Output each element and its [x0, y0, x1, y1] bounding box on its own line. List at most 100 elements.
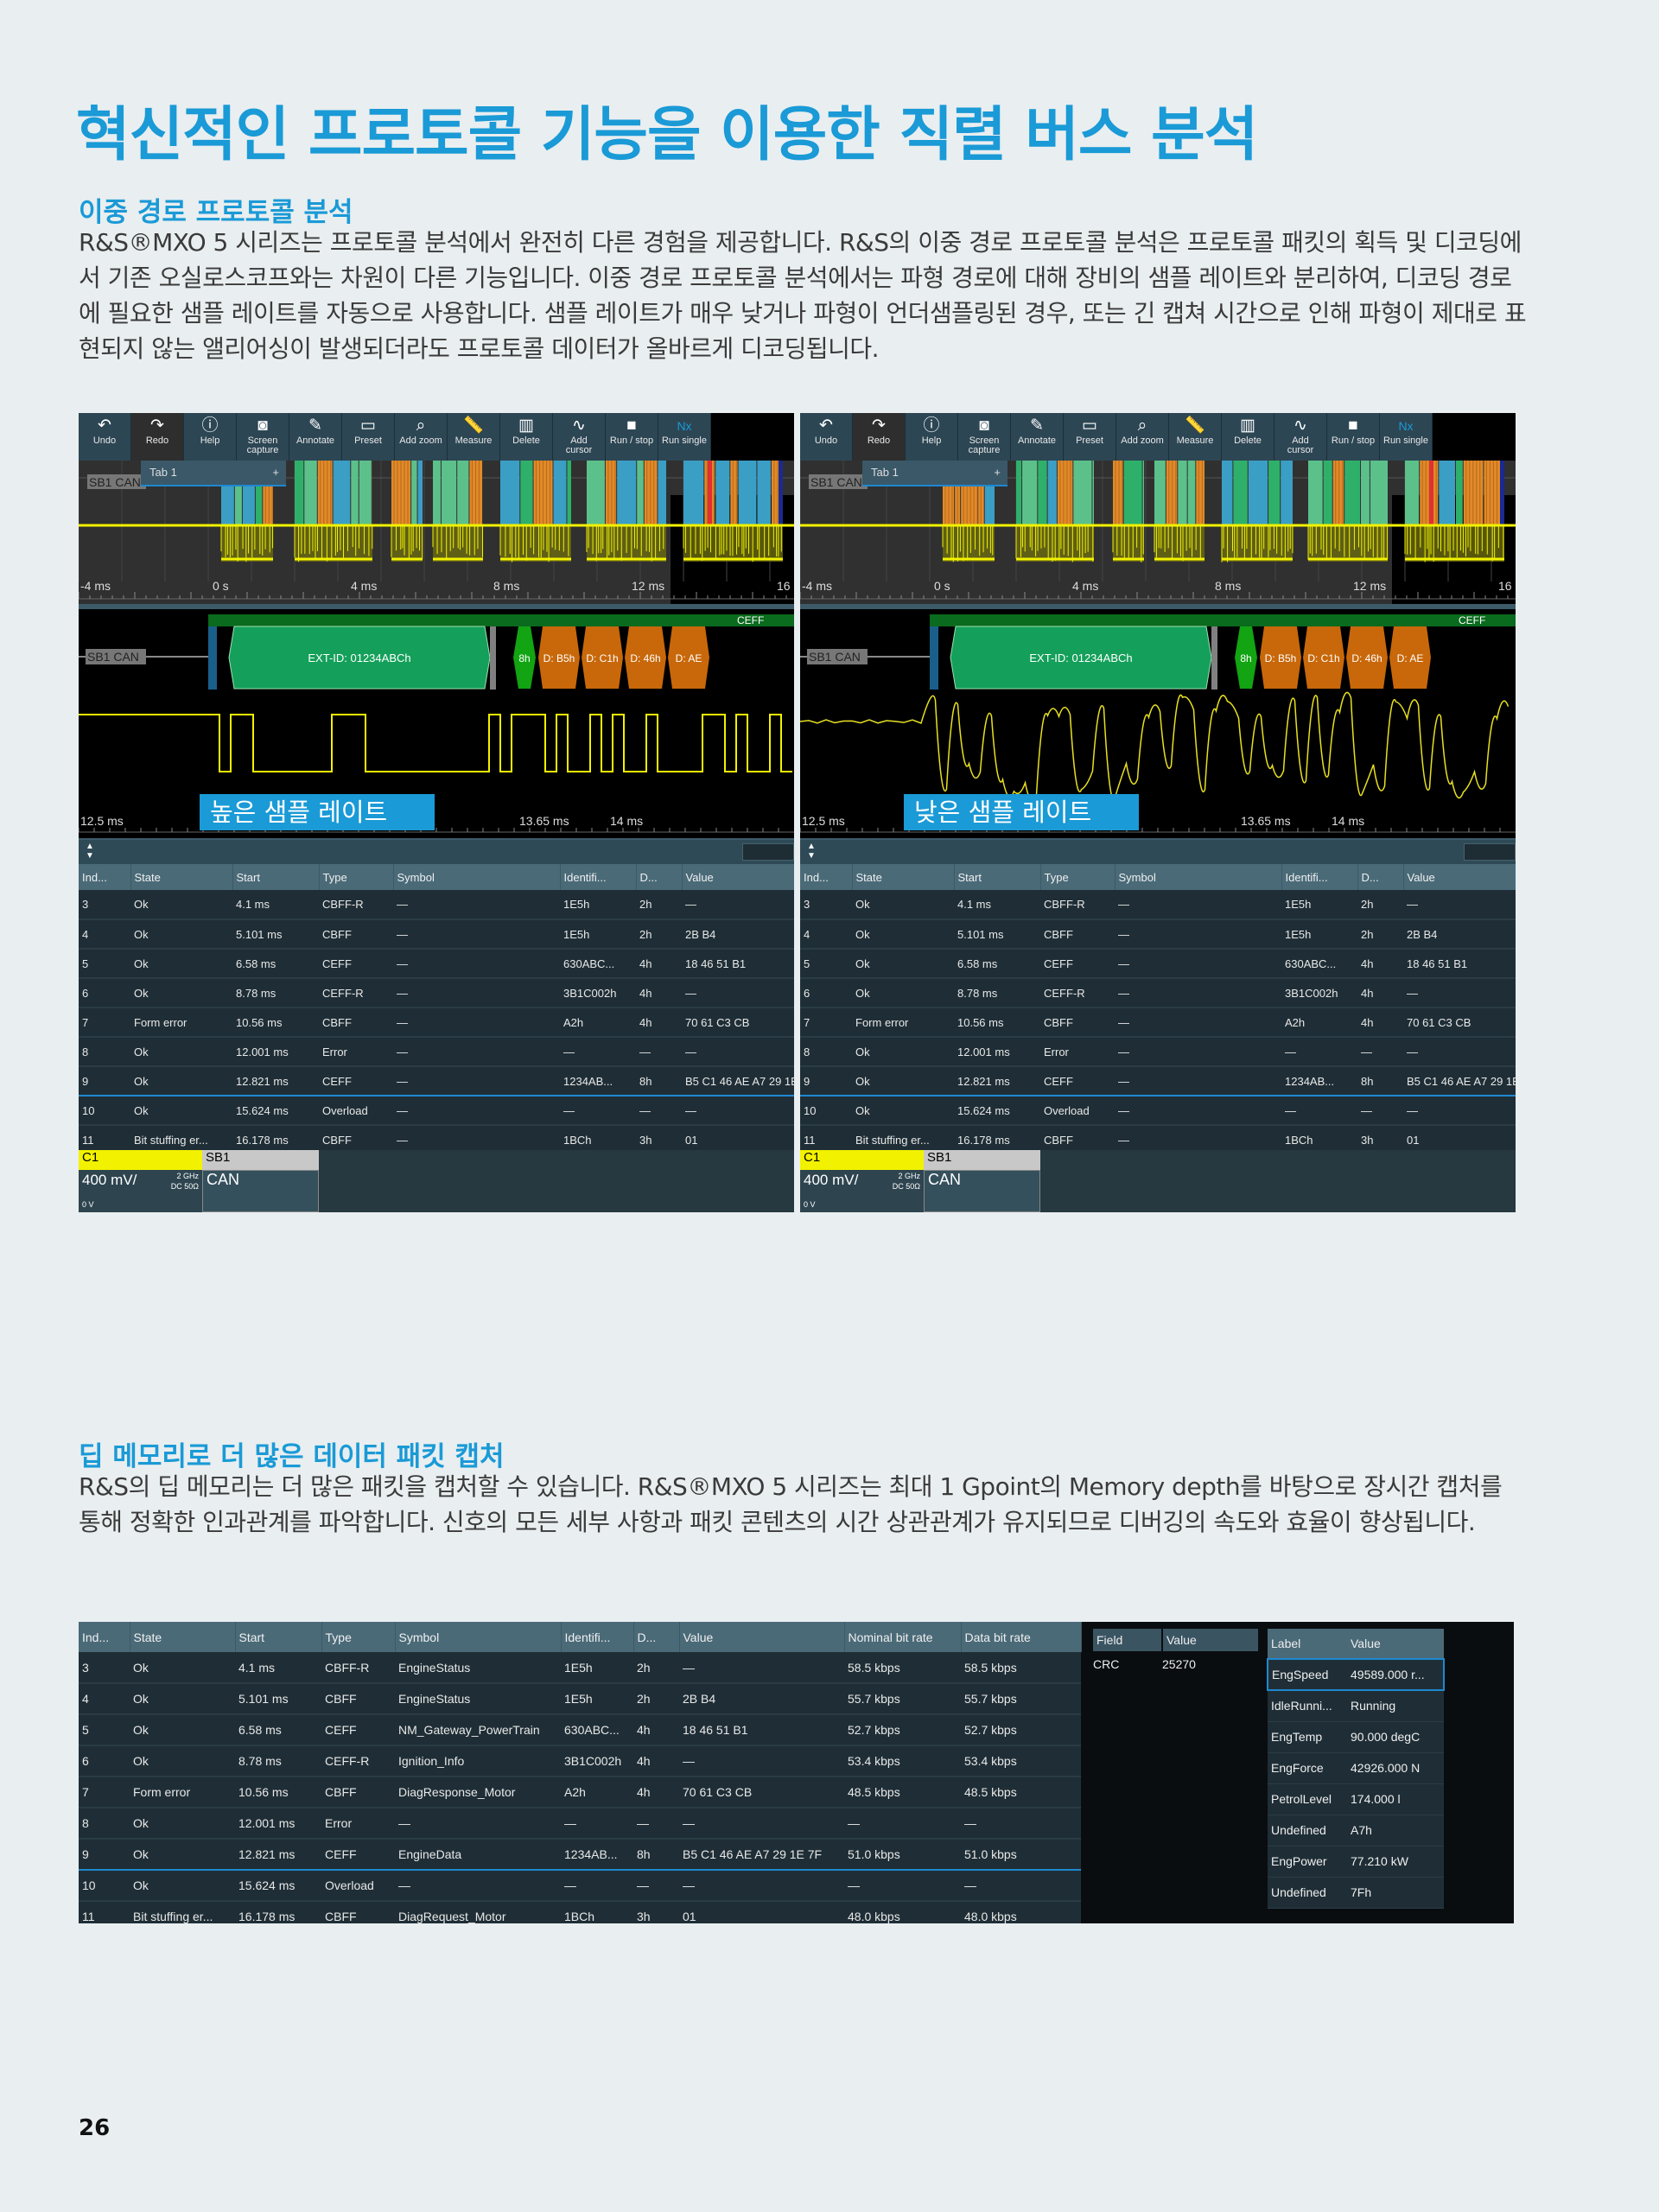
column-header[interactable]: Nominal bit rate	[844, 1622, 962, 1652]
table-row[interactable]: EngSpeed 49589.000 r...	[1267, 1658, 1445, 1691]
table-row[interactable]: 9 Ok 12.821 ms CEFF —1234AB... 8h B5 C1 46 AE …	[79, 1065, 794, 1096]
table-row[interactable]: 8 Ok 12.001 ms Error — — — — — —	[79, 1808, 1081, 1840]
table-row[interactable]: EngPower 77.210 kW	[1268, 1846, 1444, 1878]
column-header[interactable]: Data bit rate	[961, 1622, 1082, 1652]
preset-button[interactable]: ▭ Preset	[1064, 413, 1116, 461]
column-header[interactable]: State	[130, 1622, 236, 1652]
column-header[interactable]: Ind...	[79, 1622, 130, 1652]
undo-button[interactable]: ↶ Undo	[79, 413, 131, 461]
undo-button[interactable]: ↶ Undo	[800, 413, 853, 461]
column-header[interactable]: Type	[321, 1622, 396, 1652]
redo-button[interactable]: ↷ Redo	[131, 413, 184, 461]
run-stop-button[interactable]: ■ Run / stop	[606, 413, 658, 461]
serial-bus-sb1-tab[interactable]: SB1	[924, 1150, 1040, 1170]
table-row[interactable]: 6 Ok 8.78 ms CEFF-R —3B1C002h 4h —	[79, 978, 794, 1008]
table-row[interactable]: 4 Ok 5.101 ms CBFF EngineStatus 1E5h 2h 2B B4 55…	[79, 1683, 1081, 1715]
column-header[interactable]: State	[130, 864, 233, 890]
column-header[interactable]: Field	[1093, 1629, 1163, 1651]
table-row[interactable]: Undefined A7h	[1268, 1815, 1444, 1847]
table-row[interactable]: CRC 25270	[1093, 1651, 1259, 1677]
overview-waveform[interactable]: -4 ms 0 s 4 ms 8 ms 12 ms 16 SB1 CAN	[79, 461, 794, 604]
column-header[interactable]: D...	[1357, 864, 1404, 890]
column-header[interactable]: Label	[1268, 1629, 1347, 1659]
table-row[interactable]: 8 Ok 12.001 ms Error — — — —	[800, 1037, 1516, 1067]
table-row[interactable]: 8 Ok 12.001 ms Error — — — —	[79, 1037, 794, 1067]
serial-bus-sb1-settings[interactable]: CAN	[924, 1170, 1040, 1212]
screen-capture-button[interactable]: ◙ Screen capture	[237, 413, 289, 461]
column-header[interactable]: Value	[1403, 864, 1516, 890]
screen-capture-button[interactable]: ◙ Screen capture	[958, 413, 1011, 461]
column-header[interactable]: Value	[679, 1622, 845, 1652]
table-row[interactable]: 3 Ok 4.1 ms CBFF-R EngineStatus 1E5h 2h —58.5 k…	[79, 1652, 1081, 1684]
channel-c1-tab[interactable]: C1	[800, 1150, 924, 1170]
annotate-button[interactable]: ✎ Annotate	[289, 413, 342, 461]
table-row[interactable]: EngTemp 90.000 degC	[1268, 1721, 1444, 1753]
table-row[interactable]: 7 Form error 10.56 ms CBFF — A2h 4h 70 61 C3 CB	[79, 1007, 794, 1038]
column-header[interactable]: Type	[1040, 864, 1116, 890]
delete-button[interactable]: ▥ Delete	[1222, 413, 1274, 461]
table-menu-box[interactable]	[1464, 843, 1516, 861]
add-tab-button[interactable]: +	[994, 466, 1001, 479]
measure-button[interactable]: 📏 Measure	[1169, 413, 1222, 461]
column-header[interactable]: Identifi...	[1281, 864, 1358, 890]
add-tab-button[interactable]: +	[272, 466, 279, 479]
table-row[interactable]: Undefined 7Fh	[1268, 1877, 1444, 1909]
column-header[interactable]: D...	[636, 864, 683, 890]
redo-button[interactable]: ↷ Redo	[853, 413, 906, 461]
sort-icon[interactable]: ▲ ▼	[807, 842, 816, 861]
column-header[interactable]: Symbol	[393, 864, 561, 890]
table-row[interactable]: PetrolLevel 174.000 l	[1268, 1783, 1444, 1815]
preset-button[interactable]: ▭ Preset	[342, 413, 395, 461]
add-zoom-button[interactable]: ⌕ Add zoom	[395, 413, 448, 461]
add-cursor-button[interactable]: ∿ Add cursor	[1274, 413, 1327, 461]
column-header[interactable]: Start	[232, 864, 320, 890]
zoom-waveform[interactable]: CEFF EXT-ID: 01234ABCh 8h D: B5h D: C1h D: 46…	[79, 609, 794, 836]
pane-divider[interactable]	[79, 604, 794, 609]
table-row[interactable]: 5 Ok 6.58 ms CEFF NM_Gateway_PowerTrain 630AB…	[79, 1714, 1081, 1746]
table-row[interactable]: 11 Bit stuffing er... 16.178 ms CBFF DiagReq…	[79, 1901, 1081, 1923]
column-header[interactable]: Ind...	[79, 864, 131, 890]
channel-c1-tab[interactable]: C1	[79, 1150, 202, 1170]
table-row[interactable]: IdleRunni... Running	[1268, 1690, 1444, 1722]
table-row[interactable]: 5 Ok 6.58 ms CEFF —630ABC... 4h 18 46 51 B1	[800, 949, 1516, 979]
sort-icon[interactable]: ▲ ▼	[86, 842, 94, 861]
table-row[interactable]: 3 Ok 4.1 ms CBFF-R —1E5h 2h —	[800, 890, 1516, 920]
table-menu-box[interactable]	[742, 843, 794, 861]
table-row[interactable]: 9 Ok 12.821 ms CEFF EngineData 1234AB... 8h B5 …	[79, 1838, 1081, 1871]
add-zoom-button[interactable]: ⌕ Add zoom	[1116, 413, 1169, 461]
add-cursor-button[interactable]: ∿ Add cursor	[553, 413, 606, 461]
column-header[interactable]: Identifi...	[561, 1622, 634, 1652]
table-row[interactable]: EngForce 42926.000 N	[1268, 1752, 1444, 1784]
column-header[interactable]: Type	[319, 864, 394, 890]
column-header[interactable]: Value	[682, 864, 794, 890]
column-header[interactable]: Symbol	[395, 1622, 562, 1652]
table-row[interactable]: 7 Form error 10.56 ms CBFF — A2h 4h 70 61 C3 CB	[800, 1007, 1516, 1038]
table-row[interactable]: 4 Ok 5.101 ms CBFF —1E5h 2h 2B B4	[79, 919, 794, 950]
table-row[interactable]: 6 Ok 8.78 ms CEFF-R Ignition_Info 3B1C002h 4h —…	[79, 1745, 1081, 1777]
column-header[interactable]: Value	[1162, 1629, 1260, 1651]
table-row[interactable]: 10 Ok 15.624 ms Overload — — — — — —	[79, 1870, 1081, 1902]
table-row[interactable]: 3 Ok 4.1 ms CBFF-R —1E5h 2h —	[79, 890, 794, 920]
table-row[interactable]: 5 Ok 6.58 ms CEFF —630ABC... 4h 18 46 51 B1	[79, 949, 794, 979]
serial-bus-sb1-settings[interactable]: CAN	[202, 1170, 319, 1212]
delete-button[interactable]: ▥ Delete	[500, 413, 553, 461]
column-header[interactable]: Start	[235, 1622, 322, 1652]
tab-1[interactable]: Tab 1 +	[862, 461, 1007, 486]
column-header[interactable]: Ind...	[800, 864, 853, 890]
column-header[interactable]: Start	[954, 864, 1041, 890]
column-header[interactable]: Identifi...	[560, 864, 637, 890]
run-stop-button[interactable]: ■ Run / stop	[1327, 413, 1380, 461]
table-row[interactable]: 9 Ok 12.821 ms CEFF —1234AB... 8h B5 C1 46 AE …	[800, 1065, 1516, 1096]
channel-c1-settings[interactable]: 400 mV/ 2 GHz DC 50Ω 0 V	[79, 1170, 202, 1212]
table-row[interactable]: 7 Form error 10.56 ms CBFF DiagResponse_Moto…	[79, 1777, 1081, 1808]
help-button[interactable]: ⓘ Help	[906, 413, 958, 461]
serial-bus-sb1-tab[interactable]: SB1	[202, 1150, 319, 1170]
table-row[interactable]: 10 Ok 15.624 ms Overload — — — —	[800, 1096, 1516, 1126]
help-button[interactable]: ⓘ Help	[184, 413, 237, 461]
tab-1[interactable]: Tab 1 +	[141, 461, 286, 486]
table-row[interactable]: 6 Ok 8.78 ms CEFF-R —3B1C002h 4h —	[800, 978, 1516, 1008]
column-header[interactable]: Symbol	[1115, 864, 1282, 890]
run-single-button[interactable]: Nx Run single	[1380, 413, 1433, 461]
measure-button[interactable]: 📏 Measure	[448, 413, 500, 461]
pane-divider[interactable]	[800, 604, 1516, 609]
